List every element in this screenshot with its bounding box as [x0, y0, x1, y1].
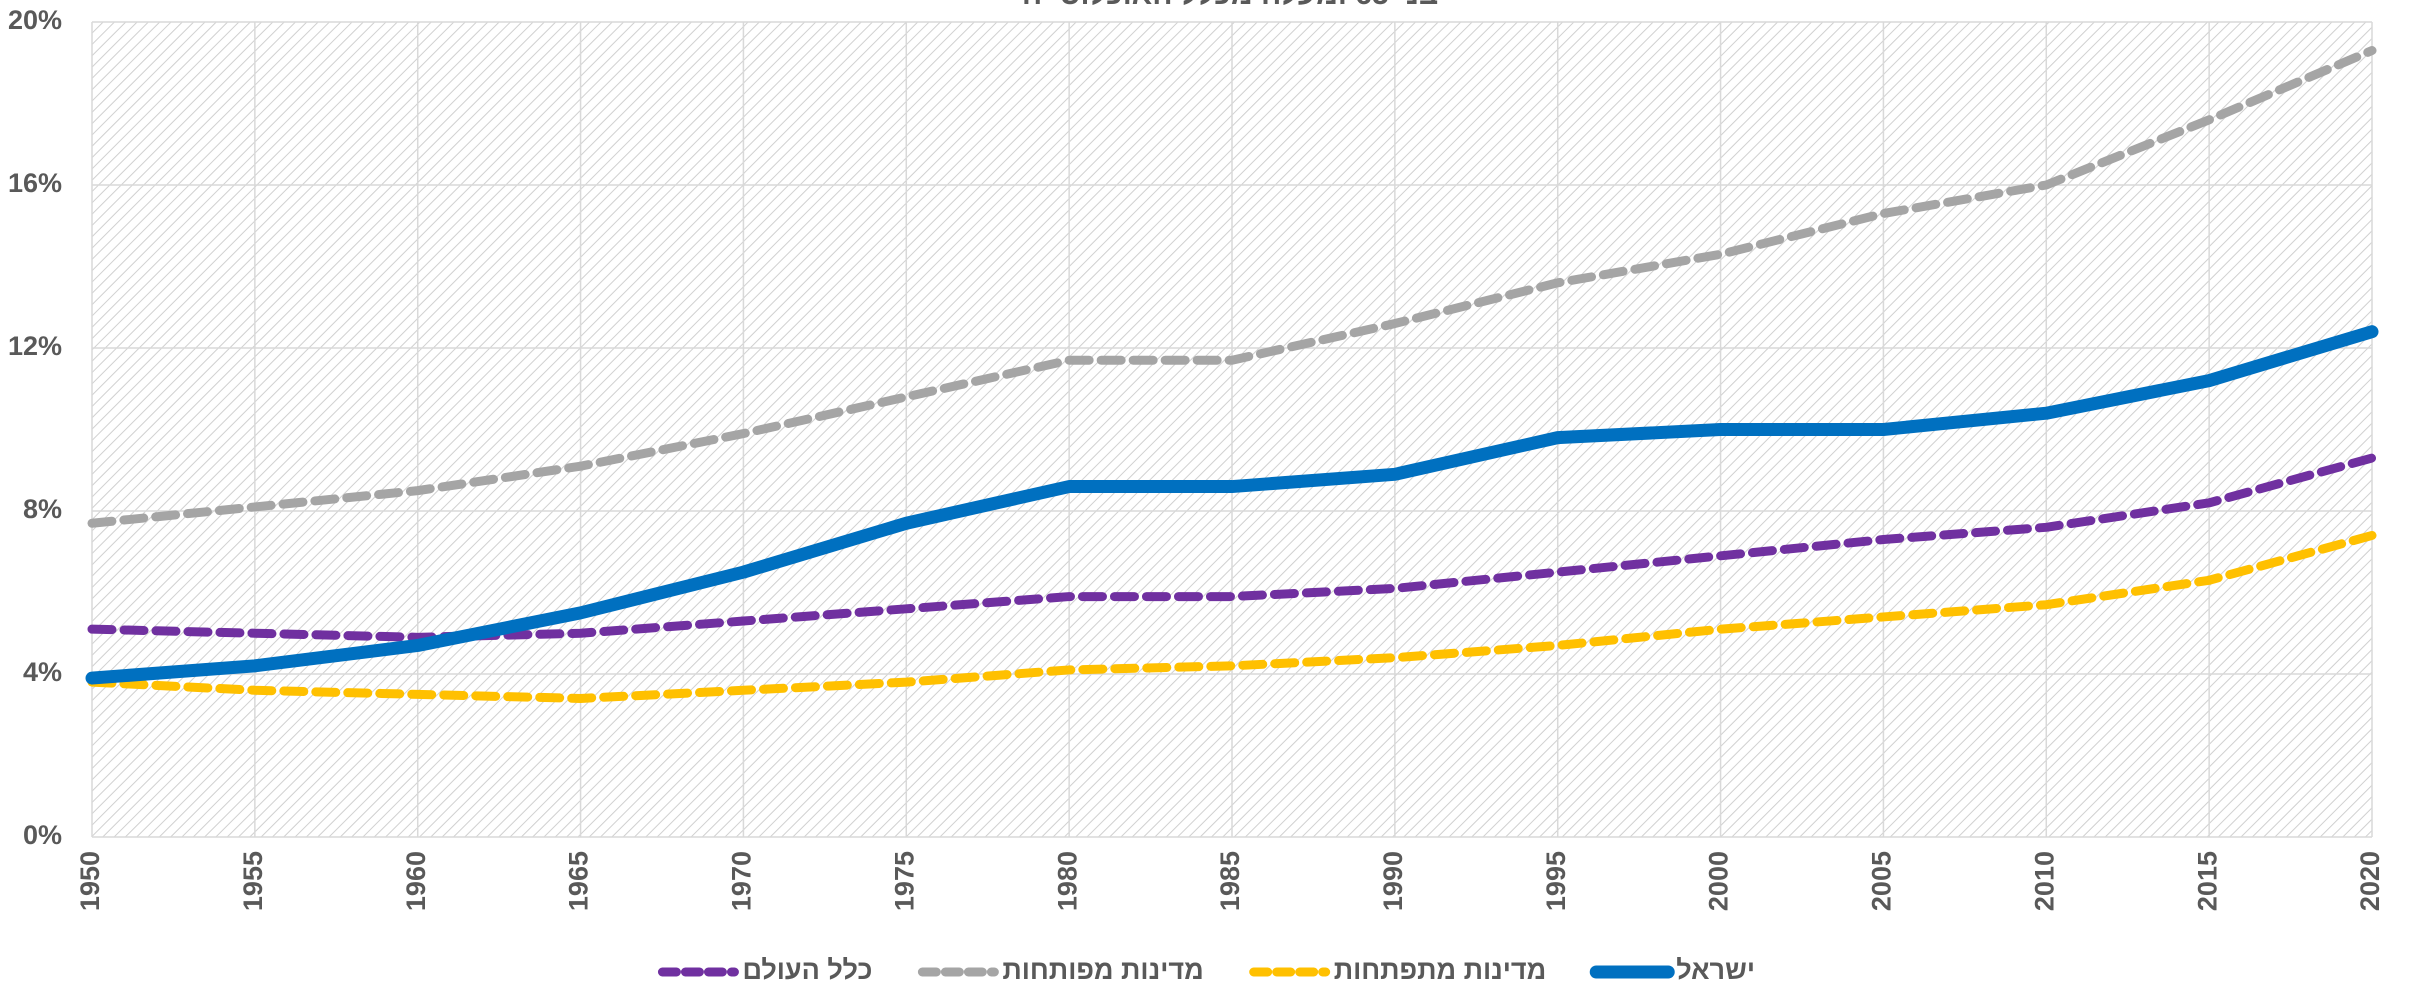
legend-label: מדינות מפותחות — [1002, 955, 1203, 985]
x-tick-label: 1965 — [564, 851, 594, 911]
chart-title: בני 65 ומעלה מכלל האוכלוסייה — [1022, 0, 1438, 11]
legend-label: כלל העולם — [742, 955, 872, 985]
x-tick-label: 1980 — [1052, 851, 1082, 911]
x-tick-label: 1960 — [401, 851, 431, 911]
y-tick-label: 0% — [23, 820, 62, 850]
x-tick-label: 2005 — [1867, 851, 1897, 911]
series-line — [87, 46, 2377, 528]
legend-label: מדינות מתפתחות — [1334, 955, 1547, 985]
x-tick-label: 1975 — [889, 851, 919, 911]
y-tick-label: 4% — [23, 657, 62, 687]
x-tick-label: 1995 — [1541, 851, 1571, 911]
x-tick-label: 2020 — [2355, 851, 2385, 911]
x-tick-label: 2015 — [2192, 851, 2222, 911]
series-line — [85, 325, 2379, 685]
y-tick-label: 8% — [23, 494, 62, 524]
series-line — [87, 530, 2377, 703]
x-tick-label: 1970 — [727, 851, 757, 911]
x-tick-label: 1955 — [238, 851, 268, 911]
x-tick-label: 1990 — [1378, 851, 1408, 911]
y-tick-label: 20% — [8, 5, 62, 35]
legend-label: ישראל — [1676, 955, 1755, 985]
y-tick-label: 16% — [8, 168, 62, 198]
x-tick-label: 2010 — [2029, 851, 2059, 911]
x-tick-label: 2000 — [1704, 851, 1734, 911]
y-tick-label: 12% — [8, 331, 62, 361]
x-tick-label: 1985 — [1215, 851, 1245, 911]
x-tick-label: 1950 — [75, 851, 105, 911]
